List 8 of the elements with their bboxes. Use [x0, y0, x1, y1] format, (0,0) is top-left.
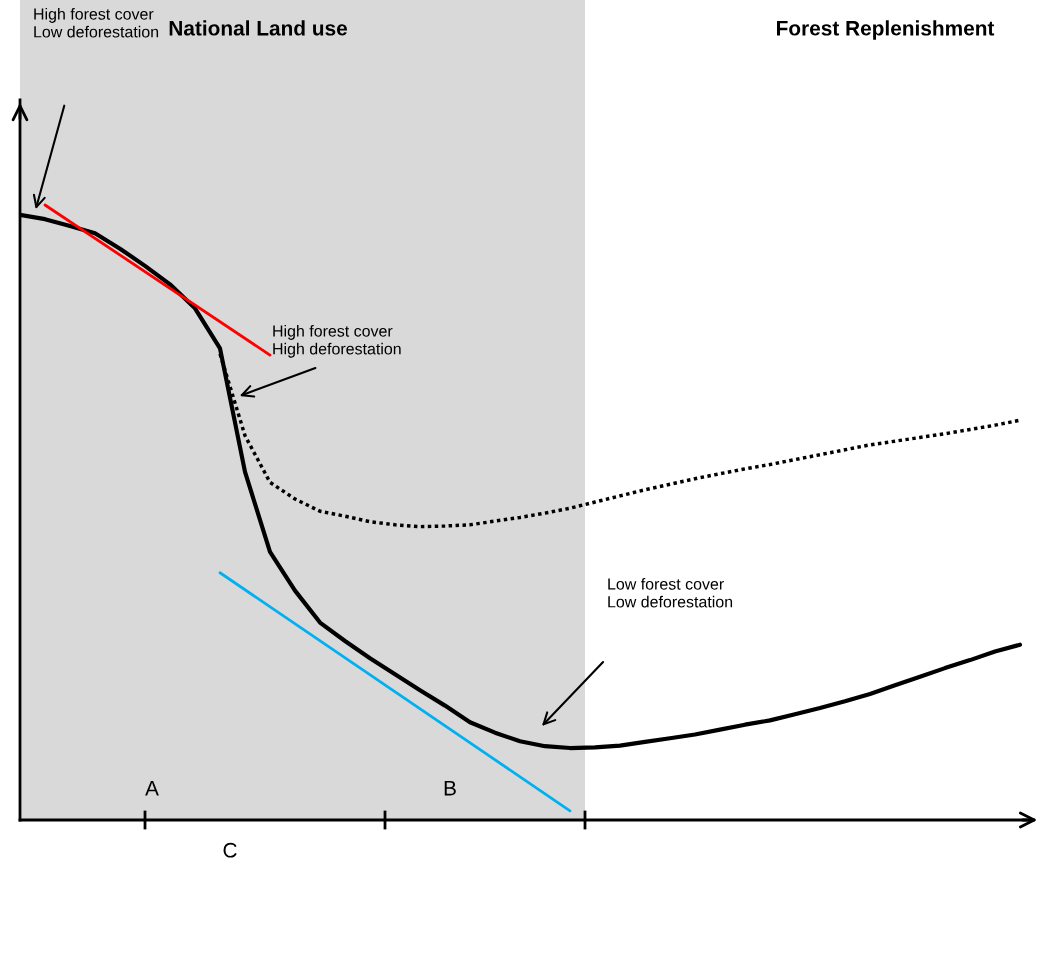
text: National Land use	[169, 20, 348, 36]
text: C	[223, 842, 237, 858]
annotation: Low forest cover Low deforestation	[608, 578, 733, 608]
annotation: B	[444, 781, 456, 796]
annotation: A	[145, 781, 159, 796]
annotation: High forest cover High deforestation	[273, 325, 401, 358]
text: High forest cover Low deforestation	[34, 8, 159, 38]
text: Forest Replenishment	[777, 20, 995, 40]
